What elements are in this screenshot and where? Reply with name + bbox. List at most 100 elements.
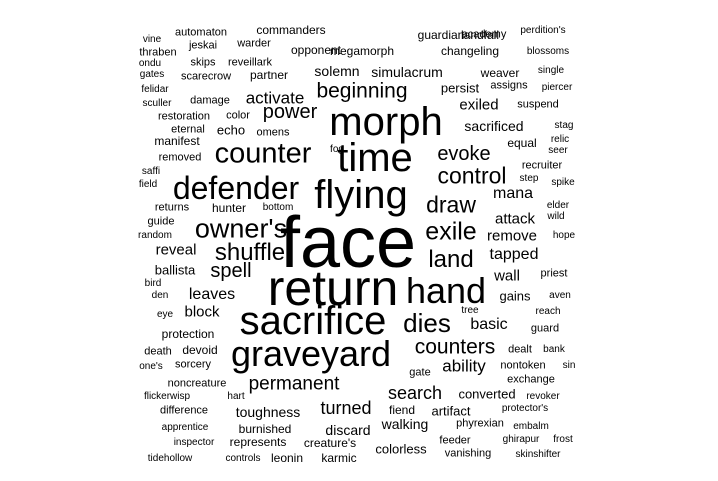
word-hart: hart [227,391,245,402]
word-leonin: leonin [270,451,304,465]
word-fog: fog [330,144,344,155]
word-ghirapur: ghirapur [502,434,540,445]
word-restoration: restoration [158,110,210,123]
word-perditions: perdition's [520,25,566,36]
word-relic: relic [550,134,570,145]
word-apprentice: apprentice [161,422,209,433]
word-inspector: inspector [173,437,215,448]
word-power: power [262,101,318,123]
word-spike: spike [551,177,575,188]
word-basic: basic [470,316,508,333]
word-evoke: evoke [437,143,491,165]
word-damage: damage [190,94,230,107]
word-revoker: revoker [526,391,560,402]
word-graveyard: graveyard [230,333,392,374]
word-creatures: creature's [303,436,357,450]
word-guard: guard [530,322,560,335]
word-skinshifter: skinshifter [515,449,561,460]
word-skips: skips [190,56,216,69]
word-felidar: felidar [141,84,169,95]
word-jeskai: jeskai [188,39,218,52]
word-difference: difference [159,404,209,417]
word-thraben: thraben [139,46,177,59]
word-warder: warder [237,37,271,50]
word-automaton: automaton [175,26,227,39]
word-eye: eye [156,309,174,320]
word-exchange: exchange [507,373,555,386]
word-colorless: colorless [375,441,427,457]
word-mana: mana [492,185,534,202]
word-manifest: manifest [154,134,200,148]
word-gains: gains [499,288,531,304]
word-ballista: ballista [154,262,196,278]
word-seer: seer [548,145,568,156]
word-defender: defender [172,170,300,206]
word-search: search [387,383,443,403]
word-tidehollow: tidehollow [147,453,193,464]
word-sacrifice: sacrifice [239,299,387,343]
word-eternal: eternal [171,123,205,136]
word-tapped: tapped [489,246,539,263]
word-shuffle: shuffle [214,239,286,266]
word-dealt: dealt [508,343,532,356]
word-permanent: permanent [248,373,340,395]
word-flying: flying [314,173,408,217]
word-counter: counter [214,137,312,170]
word-noncreature: noncreature [167,377,227,390]
word-feeder: feeder [439,434,471,447]
word-tree: tree [461,305,479,316]
word-leaves: leaves [188,286,236,303]
word-toughness: toughness [235,404,301,420]
word-partner: partner [249,68,289,82]
word-ability: ability [442,356,486,376]
word-ondu: ondu [138,58,162,69]
word-echo: echo [216,122,246,138]
word-megamorph: megamorph [329,44,395,58]
word-dies: dies [403,308,451,338]
word-scarecrow: scarecrow [180,70,232,83]
word-omens: omens [256,126,290,139]
word-bird: bird [144,278,162,289]
word-guardian: guardian [417,28,465,42]
word-removed: removed [158,151,202,164]
word-persist: persist [440,80,480,96]
word-equal: equal [507,136,537,150]
word-color: color [226,109,250,122]
word-recruiter: recruiter [521,159,563,172]
word-exiled: exiled [459,96,499,114]
word-exile: exile [425,217,477,246]
word-landfall: landfall [460,28,500,42]
word-artifact: artifact [431,403,471,419]
word-opponent: opponent [290,43,342,57]
word-simulacrum: simulacrum [371,64,443,80]
word-block: block [184,303,220,321]
word-hand: hand [405,270,487,311]
word-random: random [138,230,172,241]
word-hope: hope [552,230,576,241]
word-protectors: protector's [501,403,549,414]
word-assigns: assigns [490,79,528,92]
word-wild: wild [547,211,565,222]
word-priest: priest [540,267,568,280]
word-sacrificed: sacrificed [464,118,524,134]
word-stag: stag [554,120,574,131]
word-controls: controls [225,453,261,464]
word-walking: walking [381,416,429,432]
word-field: field [138,179,158,190]
word-embalm: embalm [513,421,549,432]
word-sin: sin [562,360,576,371]
word-aven: aven [549,290,571,301]
word-karmic: karmic [321,451,357,465]
word-flickerwisp: flickerwisp [143,391,191,402]
word-burnished: burnished [238,422,292,436]
word-nontoken: nontoken [500,359,546,372]
word-discard: discard [325,422,371,438]
word-single: single [537,65,565,76]
word-draw: draw [426,191,476,218]
word-attack: attack [494,210,536,228]
word-land: land [428,246,474,273]
word-blossoms: blossoms [526,46,570,57]
word-protection: protection [161,327,215,341]
word-saffi: saffi [141,166,161,177]
